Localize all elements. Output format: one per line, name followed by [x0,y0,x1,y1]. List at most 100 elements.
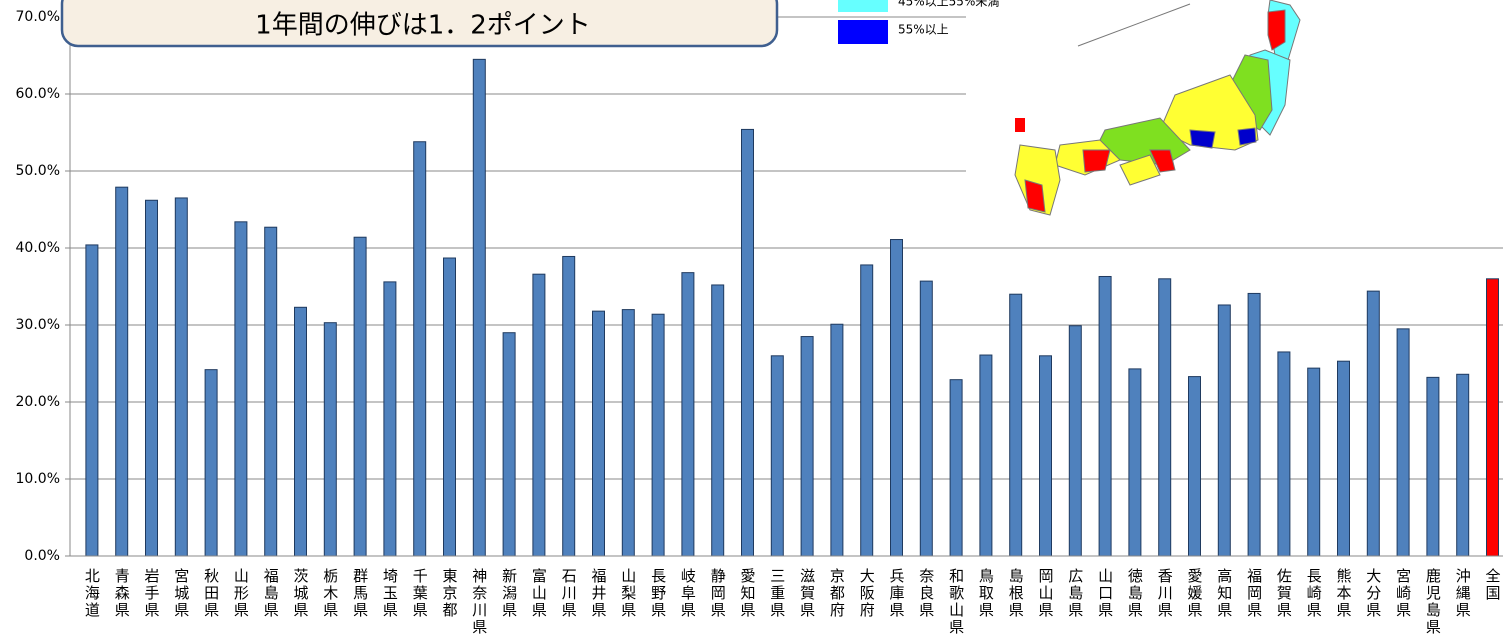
x-tick-label: 愛知県 [739,568,757,619]
legend-swatch [838,20,888,44]
bar [621,309,635,557]
bar [979,354,993,557]
x-tick-label: 群馬県 [351,568,369,619]
bar [1009,293,1023,557]
bar [323,322,337,557]
bar [562,255,576,557]
x-tick-label: 静岡県 [709,568,727,619]
map-shape [1015,118,1025,132]
map-shape [1082,149,1111,173]
legend-label: 45%以上55%未満 [898,0,999,9]
x-tick-label: 秋田県 [202,568,220,619]
bar [443,257,456,557]
x-tick-label: 茨城県 [292,568,310,619]
x-tick-label: 長野県 [649,568,667,619]
x-tick-label: 北海道 [83,568,101,619]
x-tick-label: 和歌山県 [947,568,965,636]
y-tick-label: 30.0% [16,317,60,333]
y-tick-label: 70.0% [16,9,60,25]
bar [1128,368,1142,557]
x-tick-label: 愛媛県 [1186,568,1204,619]
y-tick-label: 20.0% [16,394,60,410]
bar [681,272,695,557]
map-inset: 55%以上 45%以上55%未満 [838,0,1503,232]
x-tick-label: 新潟県 [500,568,518,619]
bar [115,186,129,557]
x-tick-label: 滋賀県 [798,568,816,619]
x-tick-label: 鳥取県 [977,567,995,619]
bar [204,369,218,557]
x-tick-label: 神奈川県 [470,568,488,636]
x-tick-label: 福岡県 [1245,568,1263,619]
bar [770,355,784,557]
bar [1039,355,1052,557]
x-tick-label: 熊本県 [1335,568,1353,619]
bar [1188,376,1201,557]
bar [592,310,605,557]
bar [145,199,158,557]
x-tick-label: 山形県 [232,568,250,619]
x-tick-label: 青森県 [113,568,131,619]
x-tick-label: 大分県 [1364,568,1382,619]
x-tick-label: 広島県 [1066,568,1084,619]
bar [1396,328,1410,557]
bar [264,226,278,557]
bar [919,280,933,557]
x-tick-label: 千葉県 [411,568,429,619]
x-tick-label: 岩手県 [143,568,161,619]
map-shape [1267,9,1286,51]
bar [1337,360,1350,557]
x-tick-label: 福井県 [590,568,608,619]
x-tick-label: 長崎県 [1305,568,1323,619]
y-tick-label: 0.0% [24,548,60,564]
x-tick-label: 福島県 [262,568,280,619]
x-tick-label: 沖縄県 [1454,568,1472,619]
x-tick-label: 高知県 [1215,568,1233,619]
bar [502,332,516,557]
bar [651,313,665,557]
x-tick-label: 山梨県 [619,568,637,619]
map-shape [1014,144,1061,216]
callout-box [60,0,779,48]
bar [1068,325,1082,557]
y-tick-label: 40.0% [16,240,60,256]
x-tick-label: 大阪府 [858,568,876,619]
x-tick-label: 鹿児島県 [1424,568,1442,636]
x-tick-label: 岡山県 [1037,568,1055,619]
bar [1098,275,1112,557]
bar [800,336,814,557]
bar [1486,278,1499,557]
x-tick-label: 三重県 [768,568,786,619]
bar [294,306,307,557]
bar [383,281,397,557]
callout-text: 1年間の伸びは1．2ポイント [255,11,591,41]
x-tick-label: 栃木県 [321,568,339,619]
x-tick-label: 石川県 [560,568,578,619]
bar [532,273,546,557]
bar [860,264,874,557]
bar [353,236,367,557]
bar [1426,376,1440,557]
y-tick-label: 60.0% [16,86,60,102]
x-tick-label: 全国 [1484,567,1502,602]
map-shape [1189,129,1216,149]
bar [85,244,99,557]
x-tick-label: 兵庫県 [888,568,906,619]
map-shape [1024,179,1046,213]
x-tick-label: 宮城県 [172,568,190,619]
x-tick-label: 富山県 [530,567,548,619]
x-tick-label: 奈良県 [917,568,935,619]
x-tick-label: 香川県 [1156,568,1174,619]
bar [949,379,963,557]
legend-swatch [838,0,888,12]
bar [741,128,754,557]
x-tick-label: 岐阜県 [679,568,697,619]
y-tick-label: 10.0% [16,471,60,487]
x-tick-label: 京都府 [828,568,846,619]
bar [830,323,844,557]
bar [1217,304,1231,557]
x-tick-label: 佐賀県 [1275,568,1293,619]
map-shape [1237,127,1257,146]
bar [174,197,188,557]
